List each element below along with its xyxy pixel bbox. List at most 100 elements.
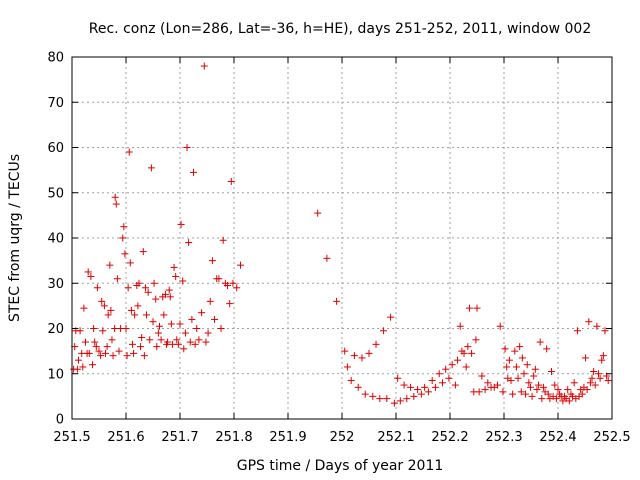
data-point — [181, 329, 189, 337]
data-point — [383, 395, 391, 403]
data-point — [165, 286, 173, 294]
data-point — [390, 399, 398, 407]
data-point — [180, 345, 188, 353]
data-point — [167, 320, 175, 328]
data-point — [554, 386, 562, 394]
data-point — [520, 370, 528, 378]
x-tick-label: 252.1 — [377, 430, 414, 445]
data-point — [526, 383, 534, 391]
y-tick-label: 70 — [47, 96, 64, 111]
data-point — [98, 297, 106, 305]
data-point — [396, 397, 404, 405]
data-point — [523, 361, 531, 369]
data-point — [354, 383, 362, 391]
data-point — [451, 381, 459, 389]
data-point — [176, 320, 184, 328]
data-point — [128, 340, 136, 348]
data-point — [528, 392, 536, 400]
data-point — [215, 275, 223, 283]
data-point — [341, 347, 349, 355]
data-point — [144, 288, 152, 296]
x-tick-label: 252.4 — [539, 430, 576, 445]
x-tick-label: 251.5 — [53, 430, 90, 445]
data-point — [604, 377, 612, 385]
data-point — [465, 304, 473, 312]
data-point — [193, 325, 201, 332]
data-point — [535, 381, 543, 389]
data-point — [507, 377, 515, 385]
data-point — [168, 340, 176, 348]
data-point — [140, 352, 148, 360]
data-point — [585, 318, 593, 326]
data-point — [509, 390, 517, 398]
data-point — [431, 383, 439, 391]
data-point — [191, 340, 199, 348]
data-point — [394, 374, 402, 382]
x-tick-label: 251.6 — [107, 430, 144, 445]
data-point — [484, 379, 492, 387]
data-point — [195, 336, 203, 344]
data-point — [146, 336, 154, 344]
data-point — [454, 356, 462, 364]
data-point — [93, 284, 101, 292]
y-tick-label: 20 — [47, 322, 64, 337]
data-point — [591, 381, 599, 389]
data-point — [578, 390, 586, 398]
data-point — [174, 340, 182, 348]
data-point — [380, 327, 388, 335]
y-axis-ticks: 0 10 20 30 40 50 60 70 80 — [47, 51, 612, 428]
data-point — [583, 386, 591, 394]
data-point — [505, 356, 513, 364]
data-point — [164, 338, 172, 346]
data-point — [106, 261, 114, 269]
x-tick-label: 251.9 — [269, 430, 306, 445]
data-point — [343, 363, 351, 371]
data-point — [160, 311, 168, 319]
y-tick-label: 10 — [47, 367, 64, 382]
data-point — [372, 340, 380, 348]
data-point — [177, 220, 185, 228]
data-point — [236, 261, 244, 269]
data-point — [127, 306, 135, 314]
data-point — [183, 144, 191, 151]
data-point — [173, 336, 181, 344]
data-point — [361, 390, 369, 398]
data-point — [494, 381, 502, 389]
data-point — [97, 352, 105, 360]
data-point — [350, 352, 358, 360]
x-tick-label: 252 — [330, 430, 355, 445]
data-point — [543, 345, 551, 353]
data-point — [501, 345, 509, 353]
data-point — [89, 361, 97, 369]
grid-lines — [72, 57, 612, 419]
data-point — [130, 349, 138, 357]
data-point — [438, 379, 446, 387]
x-tick-label: 251.7 — [161, 430, 198, 445]
data-point — [314, 209, 322, 217]
data-point — [564, 386, 572, 394]
y-tick-label: 60 — [47, 141, 64, 156]
data-point — [95, 347, 103, 355]
x-axis-ticks: 251.5 251.6 251.7 251.8 251.9 252 252.1 252.2 25… — [53, 57, 631, 445]
data-point — [442, 365, 450, 373]
data-point — [85, 349, 93, 357]
data-point — [539, 383, 547, 391]
data-point — [468, 349, 476, 357]
chart-title: Rec. conz (Lon=286, Lat=-36, h=HE), days… — [89, 21, 591, 37]
data-point — [73, 365, 81, 373]
data-point — [80, 304, 88, 312]
data-point — [103, 343, 111, 351]
data-point — [496, 322, 504, 330]
data-point — [186, 338, 194, 346]
data-point — [99, 327, 107, 335]
data-point — [499, 388, 507, 396]
data-point — [530, 372, 538, 380]
data-point — [421, 383, 429, 391]
data-point — [358, 354, 366, 362]
data-point — [460, 349, 468, 357]
x-axis-label: GPS time / Days of year 2011 — [237, 458, 444, 474]
data-point — [582, 354, 590, 362]
data-point — [172, 272, 180, 280]
data-point — [365, 349, 373, 357]
